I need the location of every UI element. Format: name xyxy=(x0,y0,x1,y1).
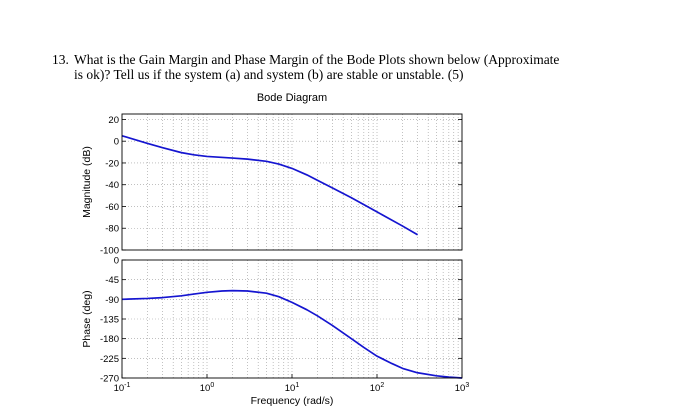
magnitude-y-tick-label: 0 xyxy=(114,137,119,148)
magnitude-plot-area xyxy=(122,114,462,250)
phase-y-tick-label: -135 xyxy=(100,315,119,326)
phase-y-tick-label: -180 xyxy=(100,334,119,345)
magnitude-y-tick-label: -100 xyxy=(100,246,119,257)
phase-y-tick-label: -90 xyxy=(105,295,119,306)
phase-x-tick-label: 103 xyxy=(455,382,470,394)
phase-y-tick-label: -270 xyxy=(100,374,119,385)
magnitude-y-tick-label: 20 xyxy=(108,115,119,126)
magnitude-plot-frame xyxy=(121,113,463,251)
question-line-1-text: What is the Gain Margin and Phase Margin… xyxy=(74,52,560,67)
magnitude-y-tick-label: -80 xyxy=(105,224,119,235)
phase-series-line xyxy=(121,289,463,379)
phase-x-tick-label: 100 xyxy=(200,382,215,394)
phase-y-tick-label: 0 xyxy=(114,256,119,267)
question-text: 13. What is the Gain Margin and Phase Mar… xyxy=(52,52,652,82)
phase-x-axis-label: Frequency (rad/s) xyxy=(251,395,334,407)
chart-title: Bode Diagram xyxy=(257,92,327,104)
phase-x-tick-label: 101 xyxy=(285,382,300,394)
question-line-1: 13. What is the Gain Margin and Phase Mar… xyxy=(52,52,652,67)
magnitude-y-tick-label: -20 xyxy=(105,158,119,169)
question-number: 13. xyxy=(52,52,69,67)
phase-y-tick-label: -45 xyxy=(105,275,119,286)
magnitude-y-axis-label: Magnitude (dB) xyxy=(81,146,93,218)
phase-y-tick-label: -225 xyxy=(100,354,119,365)
phase-y-axis-label: Phase (deg) xyxy=(81,290,93,347)
magnitude-y-tick-label: -60 xyxy=(105,202,119,213)
phase-x-tick-label: 10-1 xyxy=(114,382,131,394)
question-line-2: is ok)? Tell us if the system (a) and sy… xyxy=(52,67,652,82)
question-line-2-text: is ok)? Tell us if the system (a) and sy… xyxy=(74,67,464,82)
magnitude-y-tick-label: -40 xyxy=(105,180,119,191)
magnitude-series-line xyxy=(121,134,418,236)
phase-plot-area xyxy=(122,260,462,378)
phase-x-tick-label: 102 xyxy=(370,382,385,394)
